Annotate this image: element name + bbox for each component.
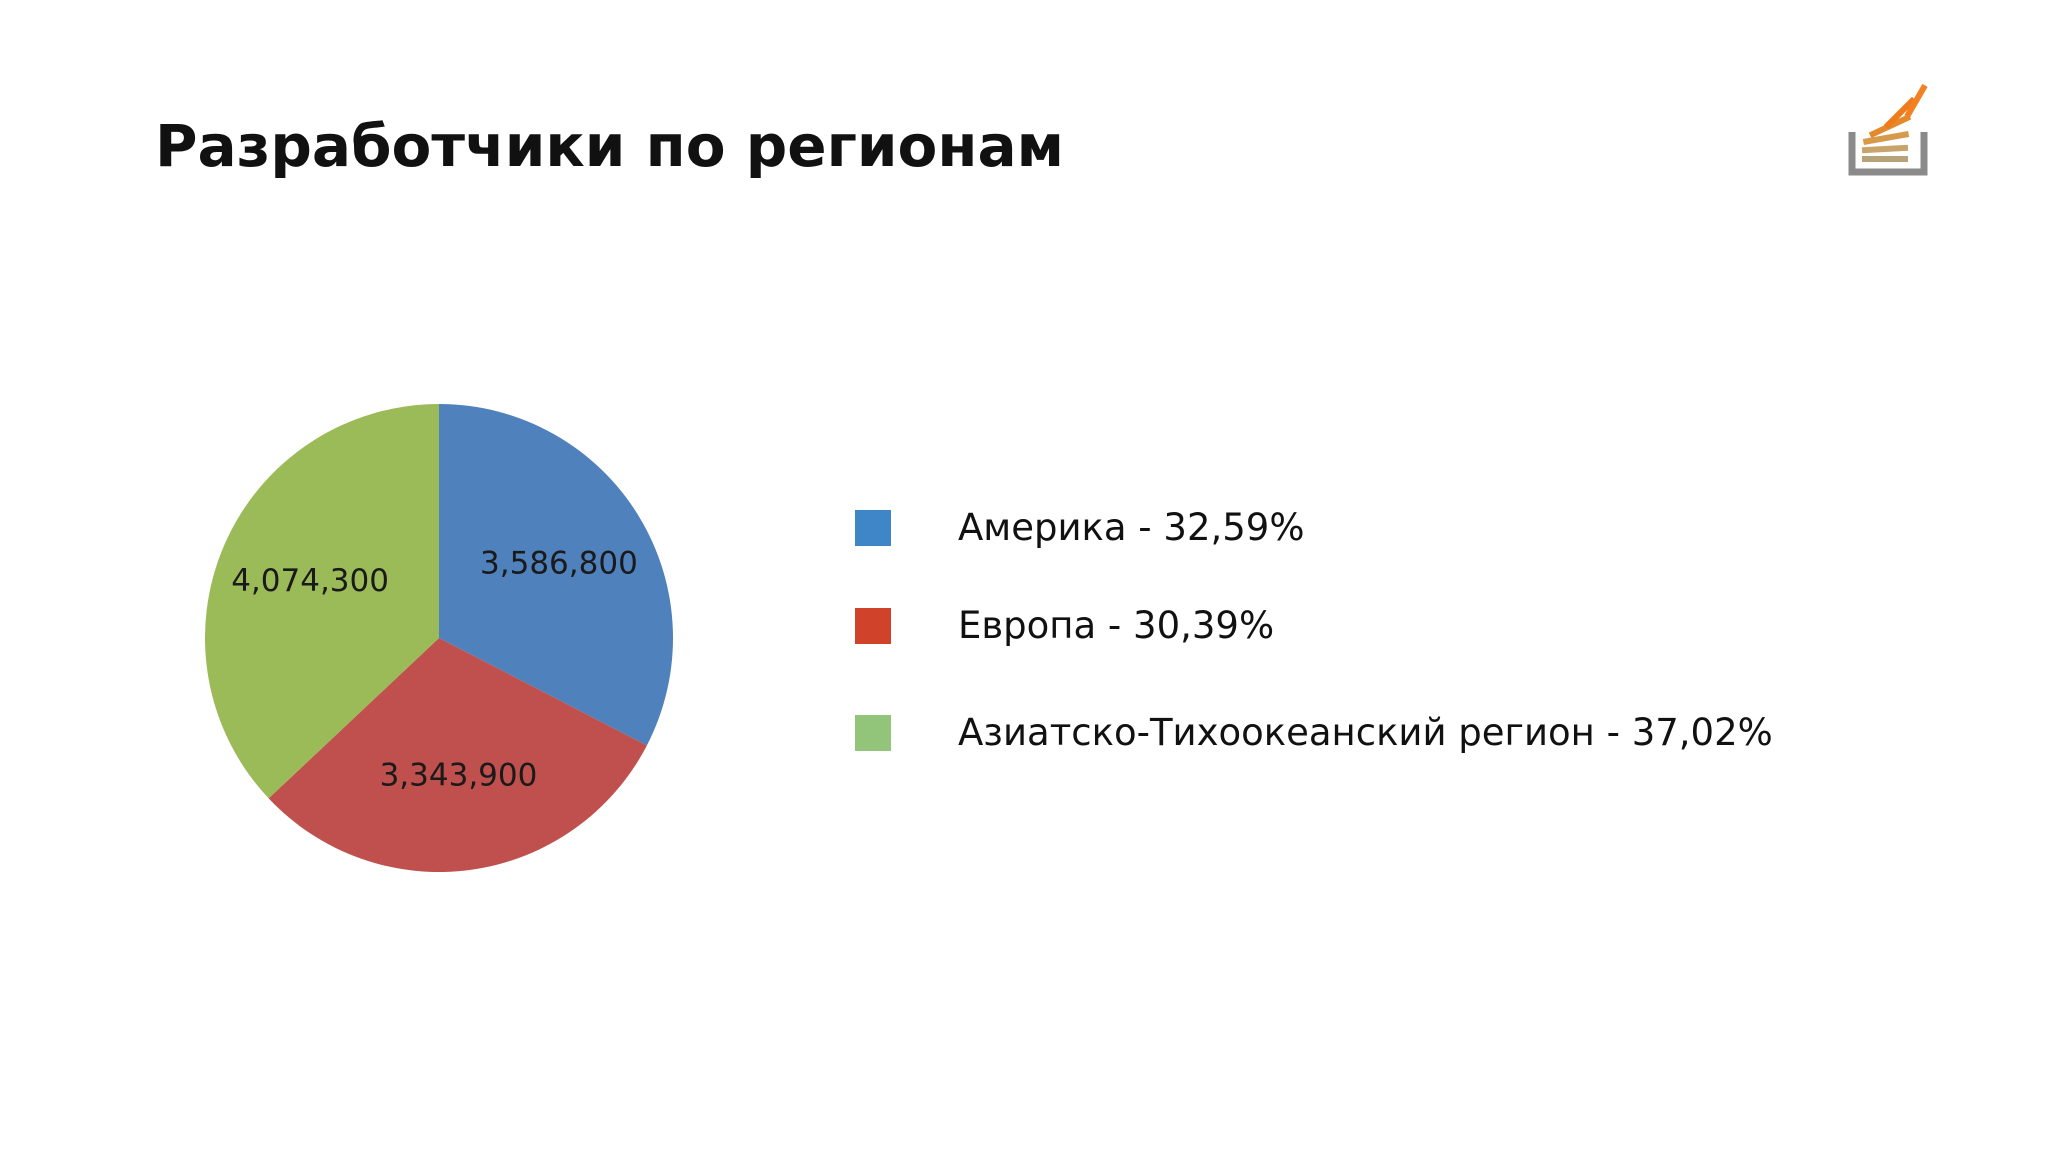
legend-swatch — [855, 715, 891, 751]
legend-label: Азиатско-Тихоокеанский регион - 37,02% — [958, 711, 1773, 754]
data-label-asia-pacific: 4,074,300 — [231, 563, 389, 599]
stack-overflow-logo-icon — [1848, 83, 1928, 176]
pie-slice-europe — [268, 638, 647, 872]
data-label-europe: 3,343,900 — [380, 758, 538, 794]
slide-title: Разработчики по регионам — [155, 112, 1064, 180]
legend-swatch — [855, 510, 891, 546]
legend-label: Европа - 30,39% — [958, 604, 1275, 647]
pie-slice-asia-pacific — [204, 404, 439, 799]
pie-slice-america — [439, 404, 674, 746]
data-label-america: 3,586,800 — [480, 545, 638, 581]
legend-swatch — [855, 608, 891, 644]
legend-label: Америка - 32,59% — [958, 506, 1305, 549]
